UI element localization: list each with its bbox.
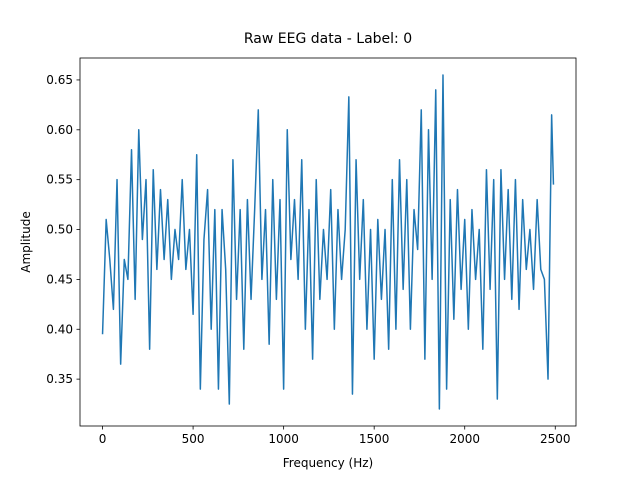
x-axis-label: Frequency (Hz) xyxy=(283,456,374,470)
y-tick-label: 0.40 xyxy=(46,322,73,336)
y-tick-label: 0.50 xyxy=(46,223,73,237)
x-tick-label: 1500 xyxy=(359,432,390,446)
y-tick-label: 0.65 xyxy=(46,73,73,87)
data-line xyxy=(101,74,555,410)
chart-title: Raw EEG data - Label: 0 xyxy=(244,31,412,47)
x-tick-label: 500 xyxy=(182,432,205,446)
plot-frame xyxy=(79,57,577,427)
y-tick-label: 0.35 xyxy=(46,372,73,386)
x-tick-label: 0 xyxy=(99,432,107,446)
y-tick-label: 0.60 xyxy=(46,123,73,137)
x-tick-label: 2500 xyxy=(540,432,571,446)
y-tick-label: 0.45 xyxy=(46,272,73,286)
x-tick-label: 1000 xyxy=(268,432,299,446)
y-tick-label: 0.55 xyxy=(46,173,73,187)
x-tick-label: 2000 xyxy=(449,432,480,446)
y-axis-label: Amplitude xyxy=(19,211,33,273)
